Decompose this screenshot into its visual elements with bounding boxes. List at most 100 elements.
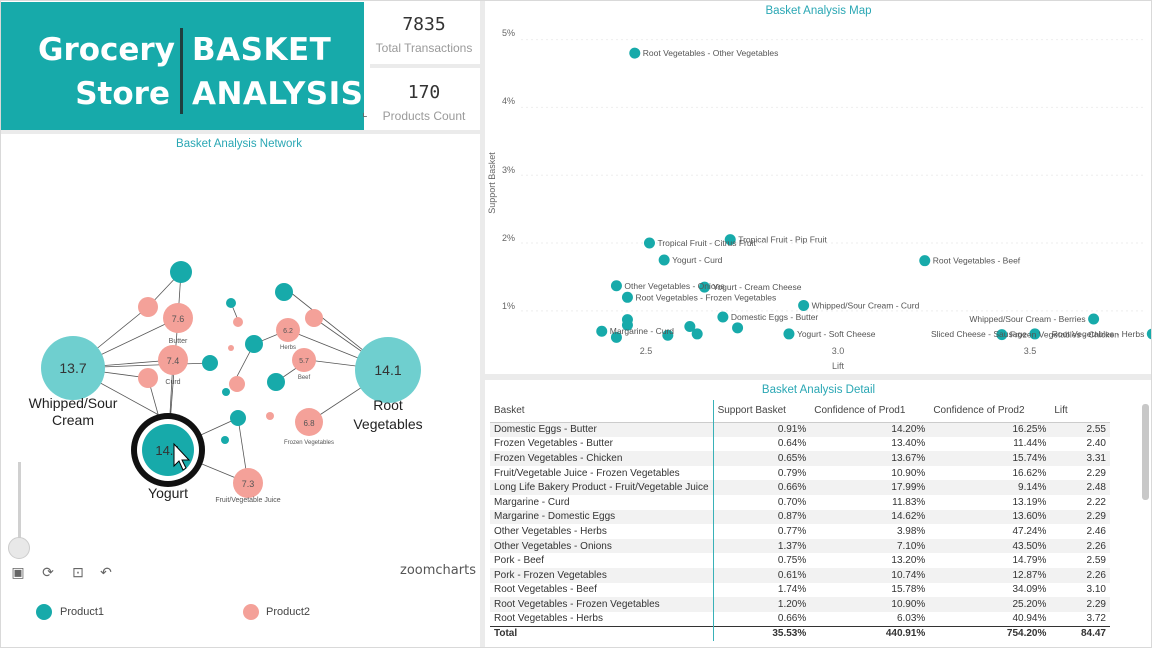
node-label: Whipped/Sour	[29, 395, 118, 411]
scatter-point[interactable]	[643, 237, 655, 249]
scatter-point[interactable]	[1088, 313, 1100, 325]
node-small-teal[interactable]	[222, 388, 230, 396]
scatter-point[interactable]	[783, 328, 795, 340]
table-row[interactable]: Domestic Eggs - Butter 0.91% 14.20% 16.25% 2…	[490, 422, 1110, 437]
table-row[interactable]: Root Vegetables - Herbs 0.66% 6.03% 40.94% 3…	[490, 611, 1110, 627]
scatter-chart[interactable]: Root Vegetables - Other Vegetables Tropic…	[485, 18, 1152, 374]
node-butter[interactable]	[163, 303, 193, 333]
title-divider	[180, 28, 183, 114]
scatter-point[interactable]	[684, 320, 696, 332]
scatter-point[interactable]	[629, 47, 641, 59]
node-beef[interactable]	[292, 348, 316, 372]
node-chicken[interactable]	[138, 297, 158, 317]
zoom-slider-track[interactable]	[18, 462, 21, 548]
table-row[interactable]: Frozen Vegetables - Chicken 0.65% 13.67% 15…	[490, 451, 1110, 466]
kpi-products-count[interactable]: 170 Products Count	[370, 70, 478, 130]
lock-icon[interactable]: ⊡	[72, 564, 84, 580]
node-small-teal[interactable]	[230, 410, 246, 426]
fit-view-icon[interactable]: ▣	[11, 564, 25, 580]
table-cell: 16.62%	[1012, 467, 1047, 479]
table-cell: 11.44%	[1013, 438, 1047, 450]
zoom-slider-handle[interactable]	[8, 537, 30, 559]
table-cell: 3.72	[1086, 613, 1106, 625]
node-small-pink[interactable]	[228, 345, 234, 351]
table-cell: Long Life Bakery Product - Fruit/Vegetab…	[490, 480, 714, 495]
table-row[interactable]: Pork - Frozen Vegetables 0.61% 10.74% 12.87…	[490, 567, 1110, 583]
node-small-pink[interactable]	[138, 368, 158, 388]
column-header-confidence2[interactable]: Confidence of Prod2	[933, 405, 1025, 417]
undo-icon[interactable]: ↶	[100, 564, 112, 580]
table-row[interactable]: Frozen Vegetables - Butter 0.64% 13.40% 11.…	[490, 436, 1110, 452]
node-fruit-vegetable-juice[interactable]	[233, 468, 263, 498]
scatter-point[interactable]	[596, 325, 608, 337]
node-small-pink[interactable]	[233, 317, 243, 327]
node-frozen-vegetables[interactable]	[295, 408, 323, 436]
table-row[interactable]: Root Vegetables - Beef 1.74% 15.78% 34.09% 3…	[490, 582, 1110, 598]
title-analysis: BASKET ANALYSIS	[192, 32, 364, 112]
table-cell: 14.62%	[810, 509, 930, 525]
scatter-point[interactable]	[691, 328, 703, 340]
scatter-point[interactable]	[1146, 328, 1152, 340]
y-tick: 1%	[502, 301, 515, 311]
scatter-point[interactable]	[1029, 328, 1041, 340]
table-row[interactable]: Other Vegetables - Herbs 0.77% 3.98% 47.24%…	[490, 524, 1110, 539]
scatter-point[interactable]	[798, 299, 810, 311]
node-small-pink[interactable]	[229, 376, 245, 392]
table-cell: 17.99%	[810, 480, 930, 495]
scatter-point-label: Yogurt - Soft Cheese	[797, 329, 876, 339]
node-small-teal[interactable]	[226, 298, 236, 308]
column-header-lift[interactable]: Lift	[1054, 405, 1068, 417]
scatter-point[interactable]	[724, 234, 736, 246]
scatter-point[interactable]	[717, 311, 729, 323]
table-row[interactable]: Margarine - Curd 0.70% 11.83% 13.19% 2.22	[490, 494, 1110, 510]
table-row[interactable]: Margarine - Domestic Eggs 0.87% 14.62% 13.6…	[490, 509, 1110, 525]
table-cell: 1.74%	[777, 584, 807, 596]
scatter-point[interactable]	[621, 314, 633, 326]
column-header-confidence1[interactable]: Confidence of Prod1	[814, 405, 906, 417]
table-row[interactable]: Root Vegetables - Frozen Vegetables 1.20%…	[490, 597, 1110, 612]
legend-product2-label[interactable]: Product2	[266, 606, 311, 618]
node-small-pink[interactable]	[266, 412, 274, 420]
table-cell: 10.90%	[810, 597, 930, 612]
scatter-point[interactable]	[610, 280, 622, 292]
table-scrollbar[interactable]	[1142, 404, 1149, 500]
node-whipped-sour-cream[interactable]	[41, 336, 105, 400]
refresh-icon[interactable]: ⟳	[42, 564, 54, 580]
node-curd[interactable]	[158, 345, 188, 375]
scatter-point[interactable]	[732, 322, 744, 334]
scatter-point[interactable]	[919, 255, 931, 267]
legend-product1-label[interactable]: Product1	[60, 606, 105, 618]
table-cell: Root Vegetables - Beef	[490, 582, 714, 598]
scatter-points	[596, 47, 1152, 343]
node-small-teal[interactable]	[275, 283, 293, 301]
node-onions[interactable]	[305, 309, 323, 327]
scatter-point[interactable]	[699, 281, 711, 293]
scatter-point[interactable]	[662, 329, 674, 341]
node-small-teal[interactable]	[245, 335, 263, 353]
kpi-total-transactions[interactable]: 7835 Total Transactions	[370, 2, 478, 64]
x-tick: 2.5	[640, 346, 653, 356]
basket-detail-table[interactable]: Basket Support Basket Confidence of Prod…	[490, 400, 1110, 644]
table-cell: 10.90%	[891, 467, 926, 479]
table-row[interactable]: Long Life Bakery Product - Fruit/Vegetab…	[490, 480, 1110, 495]
node-small-teal[interactable]	[267, 373, 285, 391]
resize-corner-icon[interactable]: ⌞	[362, 105, 368, 119]
table-row[interactable]: Fruit/Vegetable Juice - Frozen Vegetable…	[490, 465, 1110, 481]
scatter-point[interactable]	[658, 254, 670, 266]
scatter-point-label: Other Vegetables - Onions	[624, 281, 724, 291]
column-header-support[interactable]: Support Basket	[717, 405, 786, 417]
network-chart[interactable]: 7.6 Butter 7.4 Curd 6.8 Frozen Vegetable…	[0, 150, 478, 550]
table-row[interactable]: Other Vegetables - Onions 1.37% 7.10% 43.50…	[490, 538, 1110, 554]
node-root-vegetables[interactable]	[355, 337, 421, 403]
scatter-point[interactable]	[610, 331, 622, 343]
node-herbs[interactable]	[276, 318, 300, 342]
node-small-teal[interactable]	[221, 436, 229, 444]
node-small-teal[interactable]	[202, 355, 218, 371]
table-cell: 0.70%	[777, 496, 807, 508]
scatter-point[interactable]	[621, 291, 633, 303]
scatter-point[interactable]	[996, 329, 1008, 341]
table-cell: 3.98%	[896, 525, 926, 537]
node-root-other-vegetables[interactable]	[170, 261, 192, 283]
table-row[interactable]: Pork - Beef 0.75% 13.20% 14.79% 2.59	[490, 553, 1110, 568]
column-header-basket[interactable]: Basket	[490, 400, 714, 422]
